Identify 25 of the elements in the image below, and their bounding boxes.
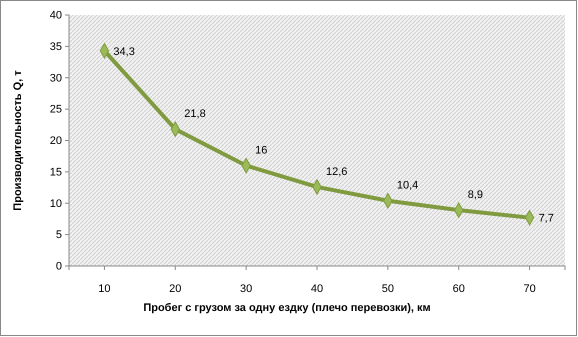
data-label: 7,7	[538, 212, 554, 225]
y-tick-label: 5	[56, 229, 62, 242]
y-tick-label: 10	[50, 198, 62, 210]
y-axis-title: Производительность Q, т	[12, 70, 24, 211]
x-tick-label: 50	[382, 282, 394, 295]
data-label: 12,6	[326, 166, 348, 178]
y-tick-label: 15	[50, 166, 62, 178]
x-tick-label: 30	[240, 282, 252, 295]
y-tick-label: 25	[50, 104, 62, 116]
x-tick-label: 70	[523, 282, 536, 295]
y-tick-label: 20	[50, 135, 62, 148]
data-label: 34,3	[113, 46, 135, 58]
x-tick-label: 20	[169, 282, 182, 295]
x-tick-label: 10	[98, 282, 111, 295]
y-tick-label: 40	[50, 10, 62, 22]
x-tick-label: 60	[452, 282, 465, 295]
y-tick-label: 0	[56, 260, 62, 273]
x-tick-label: 40	[310, 282, 324, 295]
x-axis-title: Пробег с грузом за одну ездку (плечо перевозки), км	[143, 302, 431, 314]
data-label: 10,4	[396, 180, 418, 192]
data-label: 8,9	[468, 189, 484, 202]
y-tick-label: 30	[50, 72, 62, 84]
data-label: 16	[255, 144, 268, 157]
y-tick-label: 35	[50, 40, 62, 53]
data-label: 21,8	[184, 108, 206, 120]
